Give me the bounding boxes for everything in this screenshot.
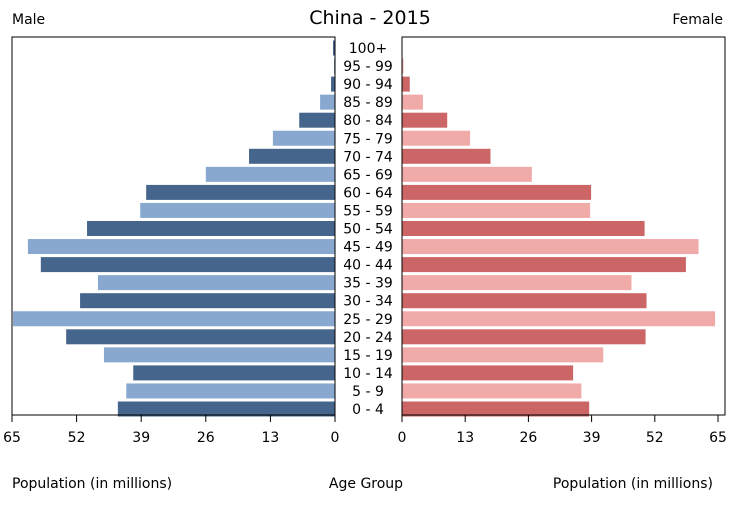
chart-title: China - 2015 (309, 7, 431, 29)
tick-label-right: 13 (456, 430, 474, 446)
female-bar-15-19 (402, 347, 604, 363)
age-group-label: 30 - 34 (343, 294, 393, 310)
age-group-label: 20 - 24 (343, 330, 393, 346)
male-bar-85-89 (320, 94, 335, 110)
age-group-label: 35 - 39 (343, 276, 393, 292)
female-bar-25-29 (402, 311, 716, 327)
female-bar-60-64 (402, 184, 592, 200)
male-bar-55-59 (140, 202, 335, 218)
female-bar-30-34 (402, 293, 647, 309)
male-bar-100+ (333, 40, 335, 56)
female-bar-90-94 (402, 76, 410, 92)
male-bar-30-34 (80, 293, 335, 309)
female-bar-10-14 (402, 365, 574, 381)
age-group-label: 40 - 44 (343, 258, 393, 274)
male-bar-50-54 (87, 221, 335, 236)
female-bar-95-99 (402, 58, 404, 74)
female-plot-frame (401, 36, 726, 416)
female-bar-55-59 (402, 202, 591, 218)
tick-label-right: 26 (519, 430, 537, 446)
tick-label-left: 52 (68, 430, 86, 446)
female-bar-65-69 (402, 166, 532, 182)
male-bar-80-84 (299, 112, 335, 128)
female-bar-50-54 (402, 221, 645, 236)
age-group-label: 25 - 29 (343, 312, 393, 328)
female-bar-85-89 (402, 94, 423, 110)
male-bar-70-74 (249, 148, 335, 164)
male-bar-60-64 (146, 184, 335, 200)
female-bar-70-74 (402, 148, 491, 164)
age-group-label: 85 - 89 (343, 95, 393, 111)
female-bar-80-84 (402, 112, 448, 128)
male-bar-20-24 (66, 329, 335, 345)
x-axis-label-center: Age Group (329, 476, 403, 492)
male-bar-90-94 (331, 76, 335, 92)
tick-label-left: 26 (197, 430, 215, 446)
x-axis-label-left: Population (in millions) (12, 476, 172, 492)
male-bar-0-4 (117, 401, 336, 417)
age-group-label: 45 - 49 (343, 240, 393, 256)
female-bar-20-24 (402, 329, 646, 345)
x-axis-label-right: Population (in millions) (553, 476, 713, 492)
tick-label-left: 65 (3, 430, 21, 446)
male-bar-10-14 (133, 365, 335, 381)
female-bar-75-79 (402, 130, 471, 146)
age-group-label: 95 - 99 (343, 59, 393, 75)
age-group-label: 55 - 59 (343, 203, 393, 219)
age-group-label: 75 - 79 (343, 131, 393, 147)
age-group-label: 50 - 54 (343, 222, 393, 238)
female-bar-35-39 (402, 275, 632, 291)
tick-label-left: 39 (132, 430, 150, 446)
male-bar-5-9 (126, 383, 336, 399)
female-bar-45-49 (402, 239, 699, 255)
age-group-label: 100+ (349, 41, 387, 57)
age-group-label: 65 - 69 (343, 167, 393, 183)
female-bar-0-4 (402, 401, 590, 417)
female-label: Female (672, 12, 723, 28)
male-bar-35-39 (97, 275, 336, 291)
female-bar-5-9 (402, 383, 582, 399)
tick-label-left: 13 (261, 430, 279, 446)
tick-label-right: 0 (398, 430, 407, 446)
male-bar-75-79 (272, 130, 335, 146)
male-bar-45-49 (27, 239, 335, 255)
age-group-label: 15 - 19 (343, 348, 393, 364)
age-group-label: 80 - 84 (343, 113, 393, 129)
age-group-label: 60 - 64 (343, 185, 393, 201)
tick-label-right: 65 (709, 430, 727, 446)
age-group-label: 5 - 9 (352, 384, 384, 400)
tick-label-right: 52 (646, 430, 664, 446)
age-group-label: 0 - 4 (352, 402, 384, 418)
age-group-label: 70 - 74 (343, 149, 393, 165)
tick-label-right: 39 (583, 430, 601, 446)
male-bar-40-44 (40, 257, 336, 273)
age-group-label: 10 - 14 (343, 366, 393, 382)
male-label: Male (12, 12, 45, 28)
male-bar-25-29 (12, 311, 336, 327)
male-plot-frame (11, 36, 336, 416)
tick-label-left: 0 (331, 430, 340, 446)
age-group-label: 90 - 94 (343, 77, 393, 93)
male-bar-15-19 (103, 347, 335, 363)
female-bar-40-44 (402, 257, 686, 273)
male-bar-65-69 (205, 166, 335, 182)
